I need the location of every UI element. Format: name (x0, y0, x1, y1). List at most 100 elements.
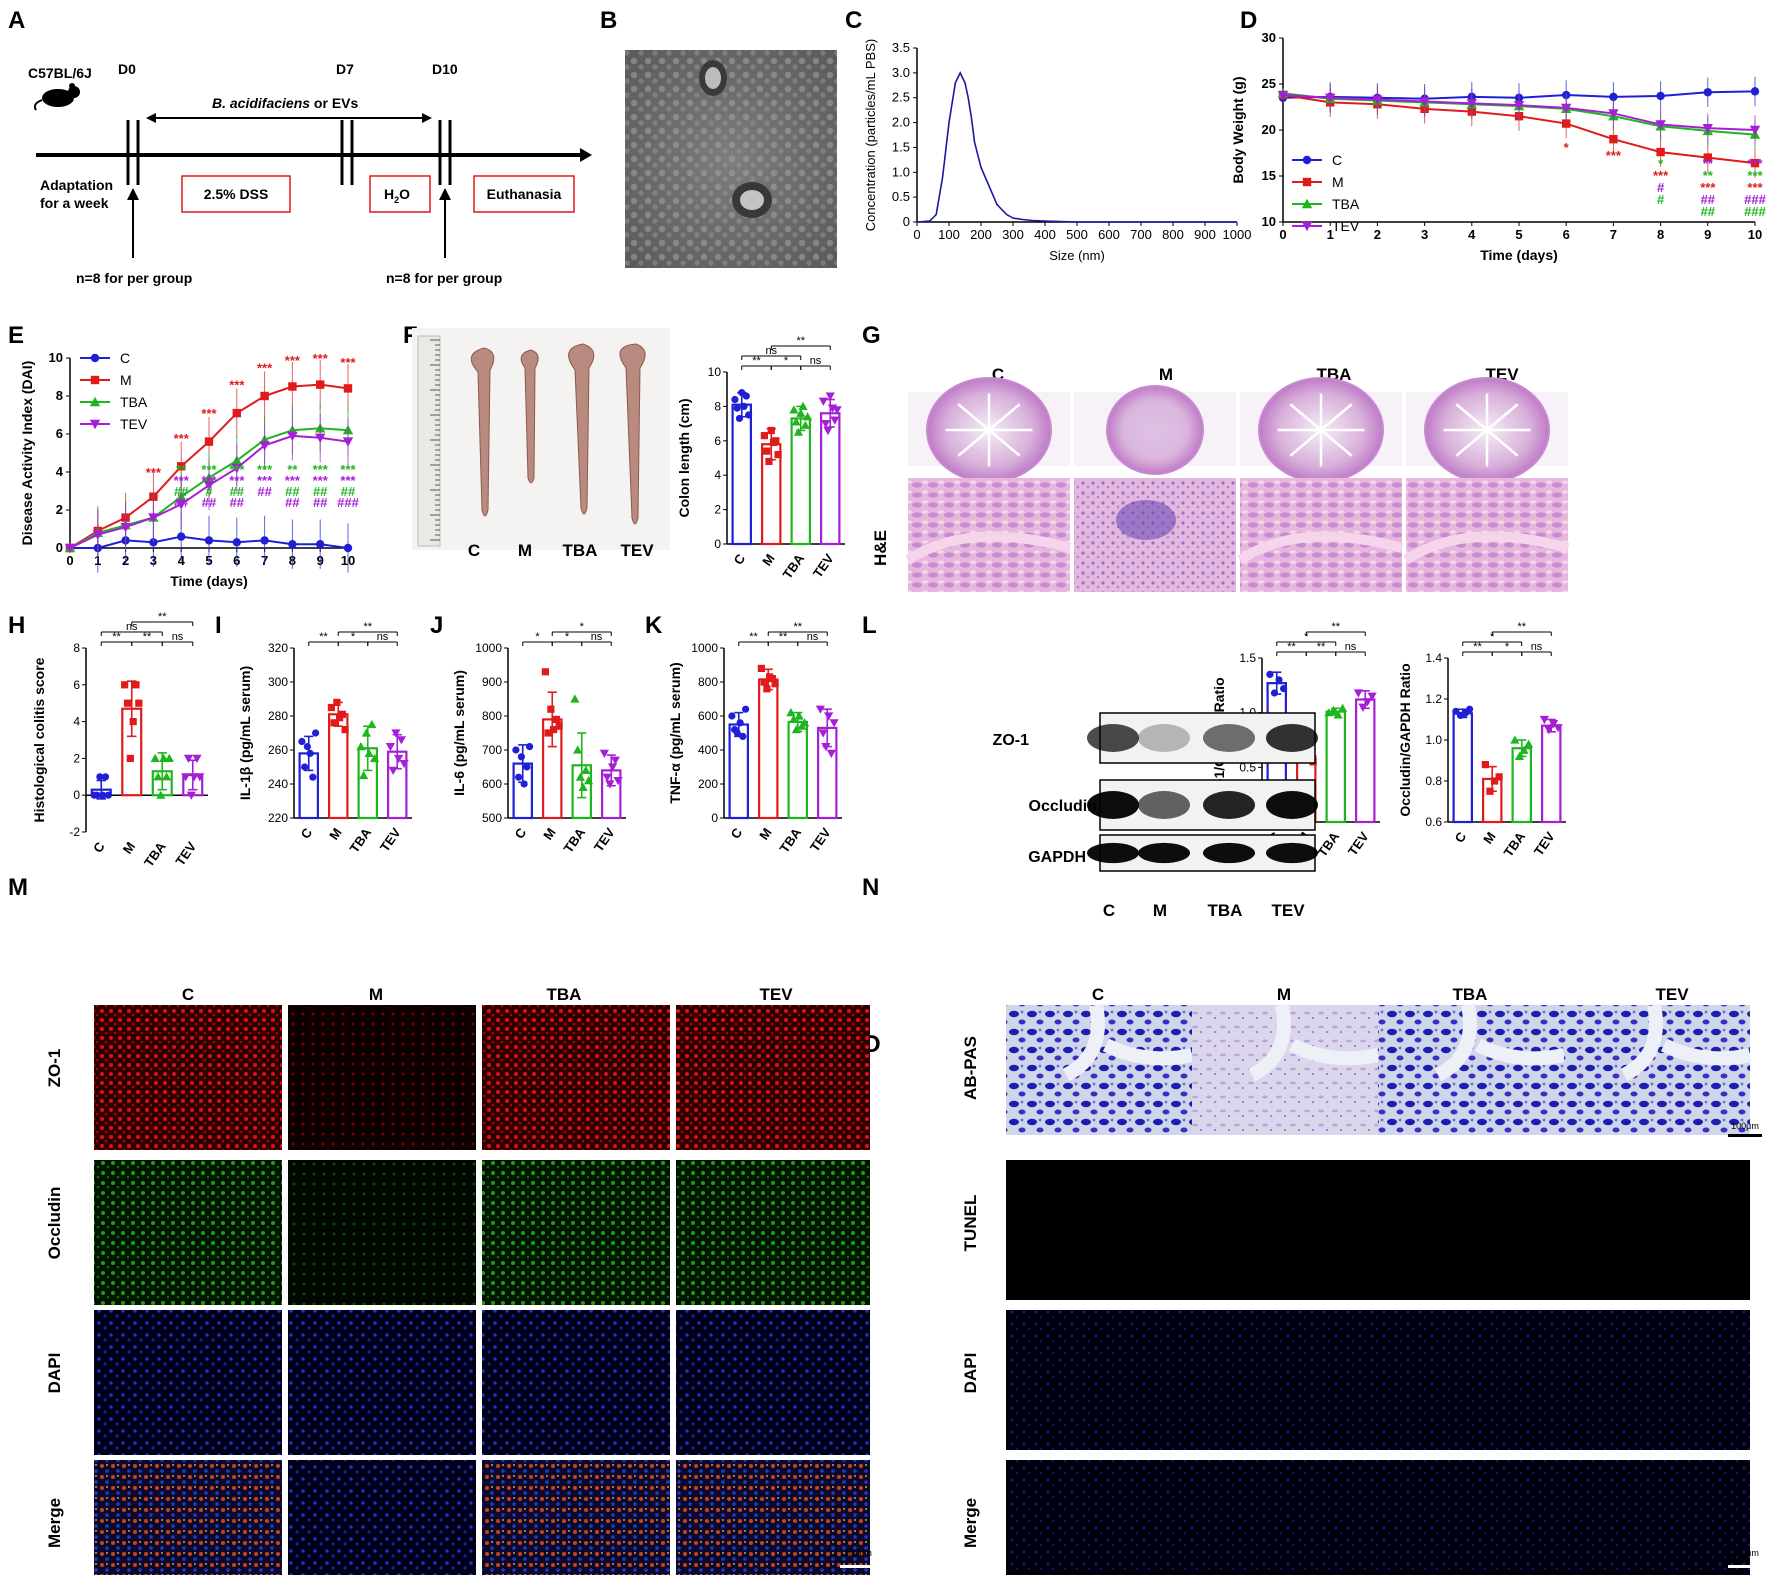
y-tick-label: 6 (73, 678, 80, 692)
x-tick-label: TEV (810, 551, 837, 581)
legend-label: TBA (1332, 196, 1360, 212)
data-point (330, 719, 338, 727)
significance-mark: * (1490, 631, 1495, 643)
significance-mark: *** (229, 473, 245, 488)
y-axis-label: Disease Activity Index (DAI) (19, 361, 35, 546)
legend-marker (1301, 221, 1313, 232)
data-point (789, 405, 799, 414)
data-point (388, 766, 398, 775)
data-point (793, 427, 804, 436)
no-tile-tunel-c (1006, 1160, 1192, 1300)
bar-group-c (512, 743, 534, 820)
y-tick-label: 4 (714, 468, 721, 482)
panel-label-n: N (862, 874, 879, 901)
x-tick-label: 700 (1130, 227, 1152, 242)
significance-mark: # (205, 484, 213, 499)
data-point (578, 782, 588, 791)
x-tick-label: 100 (938, 227, 960, 242)
panel-label-c: C (845, 7, 862, 34)
no-tile-tunel-tev (1564, 1160, 1750, 1300)
bar (787, 720, 808, 820)
significance-mark: # (1657, 180, 1665, 195)
water-box: H2O (384, 186, 410, 205)
data-point (204, 437, 214, 446)
data-point (733, 729, 741, 737)
significance-mark: * (1658, 156, 1664, 171)
photo-label-c: C (468, 541, 480, 560)
data-point (555, 722, 563, 730)
significance-mark: ns (1345, 641, 1357, 653)
y-tick-label: -2 (69, 825, 80, 839)
x-tick-label: TBA (1501, 829, 1529, 860)
data-point (608, 763, 618, 772)
data-point (177, 532, 186, 541)
data-point (1544, 726, 1554, 735)
chart-histology-score: -2 0 2 4 6 8 Histological colitis score C M TBA TE… (31, 611, 208, 870)
data-point (192, 754, 202, 763)
data-point (1372, 95, 1383, 105)
y-tick-label: 700 (482, 743, 502, 757)
lumen-fold (1320, 429, 1353, 457)
x-tick-label: TBA (561, 825, 589, 856)
chart-tnfa: 0 200 400 600 800 1000 TNF-α (pg/mL serum) C M TB… (667, 621, 842, 856)
dss-box: 2.5% DSS (204, 186, 269, 202)
data-point (742, 705, 750, 713)
bar-group-m (327, 698, 349, 820)
data-point (544, 729, 552, 737)
o-row-tunel: TUNEL (961, 1195, 980, 1252)
data-point (832, 406, 842, 415)
data-point (1510, 735, 1520, 744)
significance-mark: ### (1744, 192, 1766, 207)
chart-nta-size: 0 100 200 300 400 500 600 700 800 900 1000 0 0.5 1.0 1… (863, 39, 1251, 263)
x-tick-label: M (1480, 829, 1499, 846)
data-point (135, 699, 143, 707)
he-side-label: H&E (871, 530, 890, 566)
data-point (791, 725, 801, 734)
data-point (800, 420, 810, 429)
n-header-tev: TEV (1655, 985, 1689, 1004)
x-tick-label: 0 (1279, 227, 1286, 242)
x-tick-label: TBA (780, 551, 808, 582)
y-tick-label: 8 (73, 641, 80, 655)
band (1266, 791, 1318, 819)
series-c (65, 511, 353, 573)
data-point (343, 543, 353, 553)
data-point (772, 437, 780, 445)
bar-group-tev (818, 392, 842, 546)
colon-photo: C M TBA TEV (412, 328, 670, 560)
y-tick-label: 2 (73, 751, 80, 765)
y-tick-label: 20 (1262, 122, 1276, 137)
y-tick-label: 320 (268, 641, 288, 655)
x-tick-label: 0 (913, 227, 920, 242)
x-tick-label: TEV (807, 825, 834, 855)
y-tick-label: 15 (1262, 168, 1276, 183)
inflamed-lumen (1125, 404, 1185, 456)
y-tick-label: 0.8 (1425, 774, 1442, 788)
data-point (825, 392, 835, 401)
euthanasia-box: Euthanasia (487, 186, 562, 202)
lumen-fold (1486, 429, 1519, 457)
y-tick-label: 0.6 (1425, 815, 1442, 829)
n-row-abpas: AB-PAS (961, 1036, 980, 1100)
bar (758, 678, 779, 820)
data-point (821, 420, 831, 429)
data-point (1280, 685, 1288, 693)
y-tick-label: 8 (56, 388, 63, 403)
wb-lane-tba: TBA (1208, 901, 1243, 920)
o-scale-bar-label: 100μm (1731, 1548, 1759, 1558)
data-point (101, 773, 110, 781)
bar-group-c (731, 389, 753, 546)
significance-mark: * (1304, 631, 1309, 643)
panel-label-g: G (862, 322, 881, 349)
x-tick-label: C (731, 551, 749, 568)
data-point (150, 753, 160, 762)
m-row-occludin: Occludin (45, 1187, 64, 1260)
significance-mark: ** (1703, 156, 1714, 171)
significance-mark: ns (377, 631, 389, 643)
wb-row-gapdh: GAPDH (1028, 849, 1086, 866)
data-point (796, 408, 806, 417)
data-point (602, 773, 612, 782)
significance-mark: *** (313, 462, 329, 477)
m-tile-occludin-c (94, 1160, 282, 1305)
legend-marker (1302, 155, 1312, 165)
